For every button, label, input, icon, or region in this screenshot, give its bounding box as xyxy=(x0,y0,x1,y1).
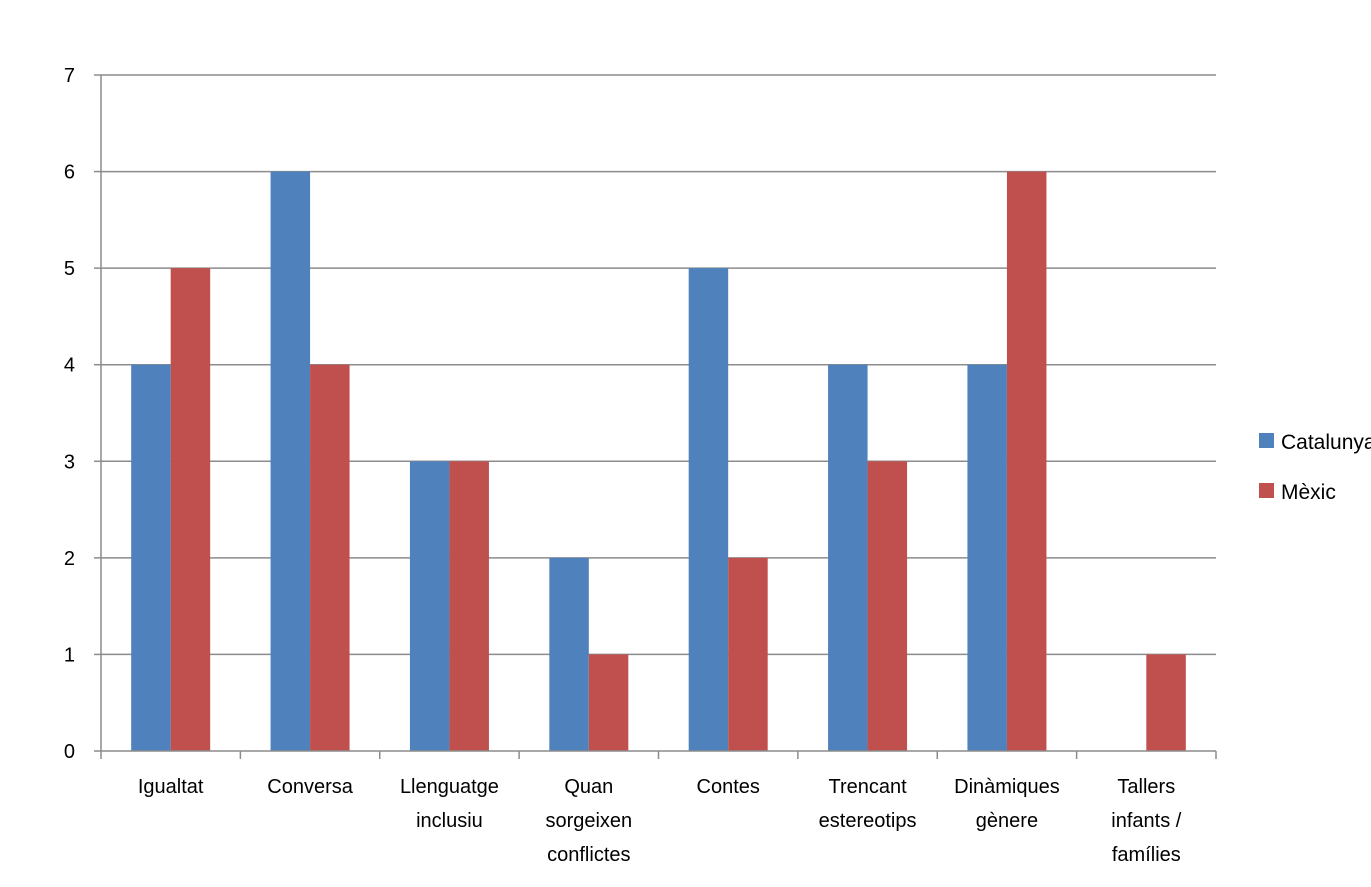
x-tick-label-line: sorgeixen xyxy=(545,810,632,832)
x-tick-label-line: Trencant xyxy=(828,776,907,798)
x-tick-label: Trencant estereotips xyxy=(819,776,917,832)
y-tick-label: 7 xyxy=(64,65,75,87)
legend-label: Mèxic xyxy=(1281,481,1336,504)
bar-m-xic xyxy=(867,461,908,751)
y-tick-label: 1 xyxy=(64,644,75,666)
bar-m-xic xyxy=(588,654,629,751)
x-tick-label-line: Tallers xyxy=(1117,776,1175,798)
legend-label: Catalunya xyxy=(1281,431,1371,454)
x-tick-label-line: Contes xyxy=(697,776,760,798)
y-tick-label: 2 xyxy=(64,548,75,570)
y-tick-label: 5 xyxy=(64,258,75,280)
x-tick-label: Llenguatge inclusiu xyxy=(400,776,499,832)
bar-catalunya xyxy=(409,461,450,751)
bar-m-xic xyxy=(170,268,211,751)
y-tick-label: 6 xyxy=(64,162,75,184)
legend: Catalunya Mèxic xyxy=(1259,431,1371,504)
x-tick-label-line: inclusiu xyxy=(416,810,483,832)
y-tick-label: 4 xyxy=(64,355,75,377)
x-tick-label-line: Conversa xyxy=(267,776,353,798)
bars xyxy=(131,171,1186,752)
x-tick-label-line: infants / xyxy=(1111,810,1181,832)
x-tick-label-line: gènere xyxy=(976,810,1038,832)
x-tick-label-line: Llenguatge xyxy=(400,776,499,798)
bar-m-xic xyxy=(449,461,489,751)
bar-catalunya xyxy=(828,364,868,751)
axes xyxy=(94,74,1217,759)
tick-labels: 0 1 2 3 4 5 6 7 Igualtat Conversa Llenguatge inclus… xyxy=(64,65,1182,866)
bar-catalunya xyxy=(131,364,171,751)
x-tick-label: Igualtat xyxy=(138,776,204,798)
x-tick-label-line: Quan xyxy=(564,776,613,798)
bar-m-xic xyxy=(728,557,768,751)
bar-catalunya xyxy=(270,171,311,752)
gridlines xyxy=(101,74,1216,656)
x-tick-label: Contes xyxy=(697,776,760,798)
x-tick-label-line: famílies xyxy=(1112,844,1181,866)
x-tick-label-line: estereotips xyxy=(819,810,917,832)
bar-catalunya xyxy=(688,268,729,751)
x-tick-label-line: conflictes xyxy=(547,844,630,866)
y-tick-label: 3 xyxy=(64,451,75,473)
bar-m-xic xyxy=(1006,171,1047,752)
x-tick-label: Conversa xyxy=(267,776,353,798)
bar-m-xic xyxy=(1146,654,1186,751)
legend-swatch xyxy=(1259,483,1274,498)
x-tick-label-line: Igualtat xyxy=(138,776,204,798)
y-tick-label: 0 xyxy=(64,741,75,763)
legend-swatch xyxy=(1259,433,1274,448)
bar-catalunya xyxy=(549,557,589,751)
x-tick-label: Tallers infants / famílies xyxy=(1111,776,1181,866)
x-tick-label: Quan sorgeixen conflictes xyxy=(545,776,632,866)
x-tick-label: Dinàmiques gènere xyxy=(954,776,1060,832)
bar-m-xic xyxy=(310,364,350,751)
bar-catalunya xyxy=(967,364,1007,751)
x-tick-label-line: Dinàmiques xyxy=(954,776,1060,798)
